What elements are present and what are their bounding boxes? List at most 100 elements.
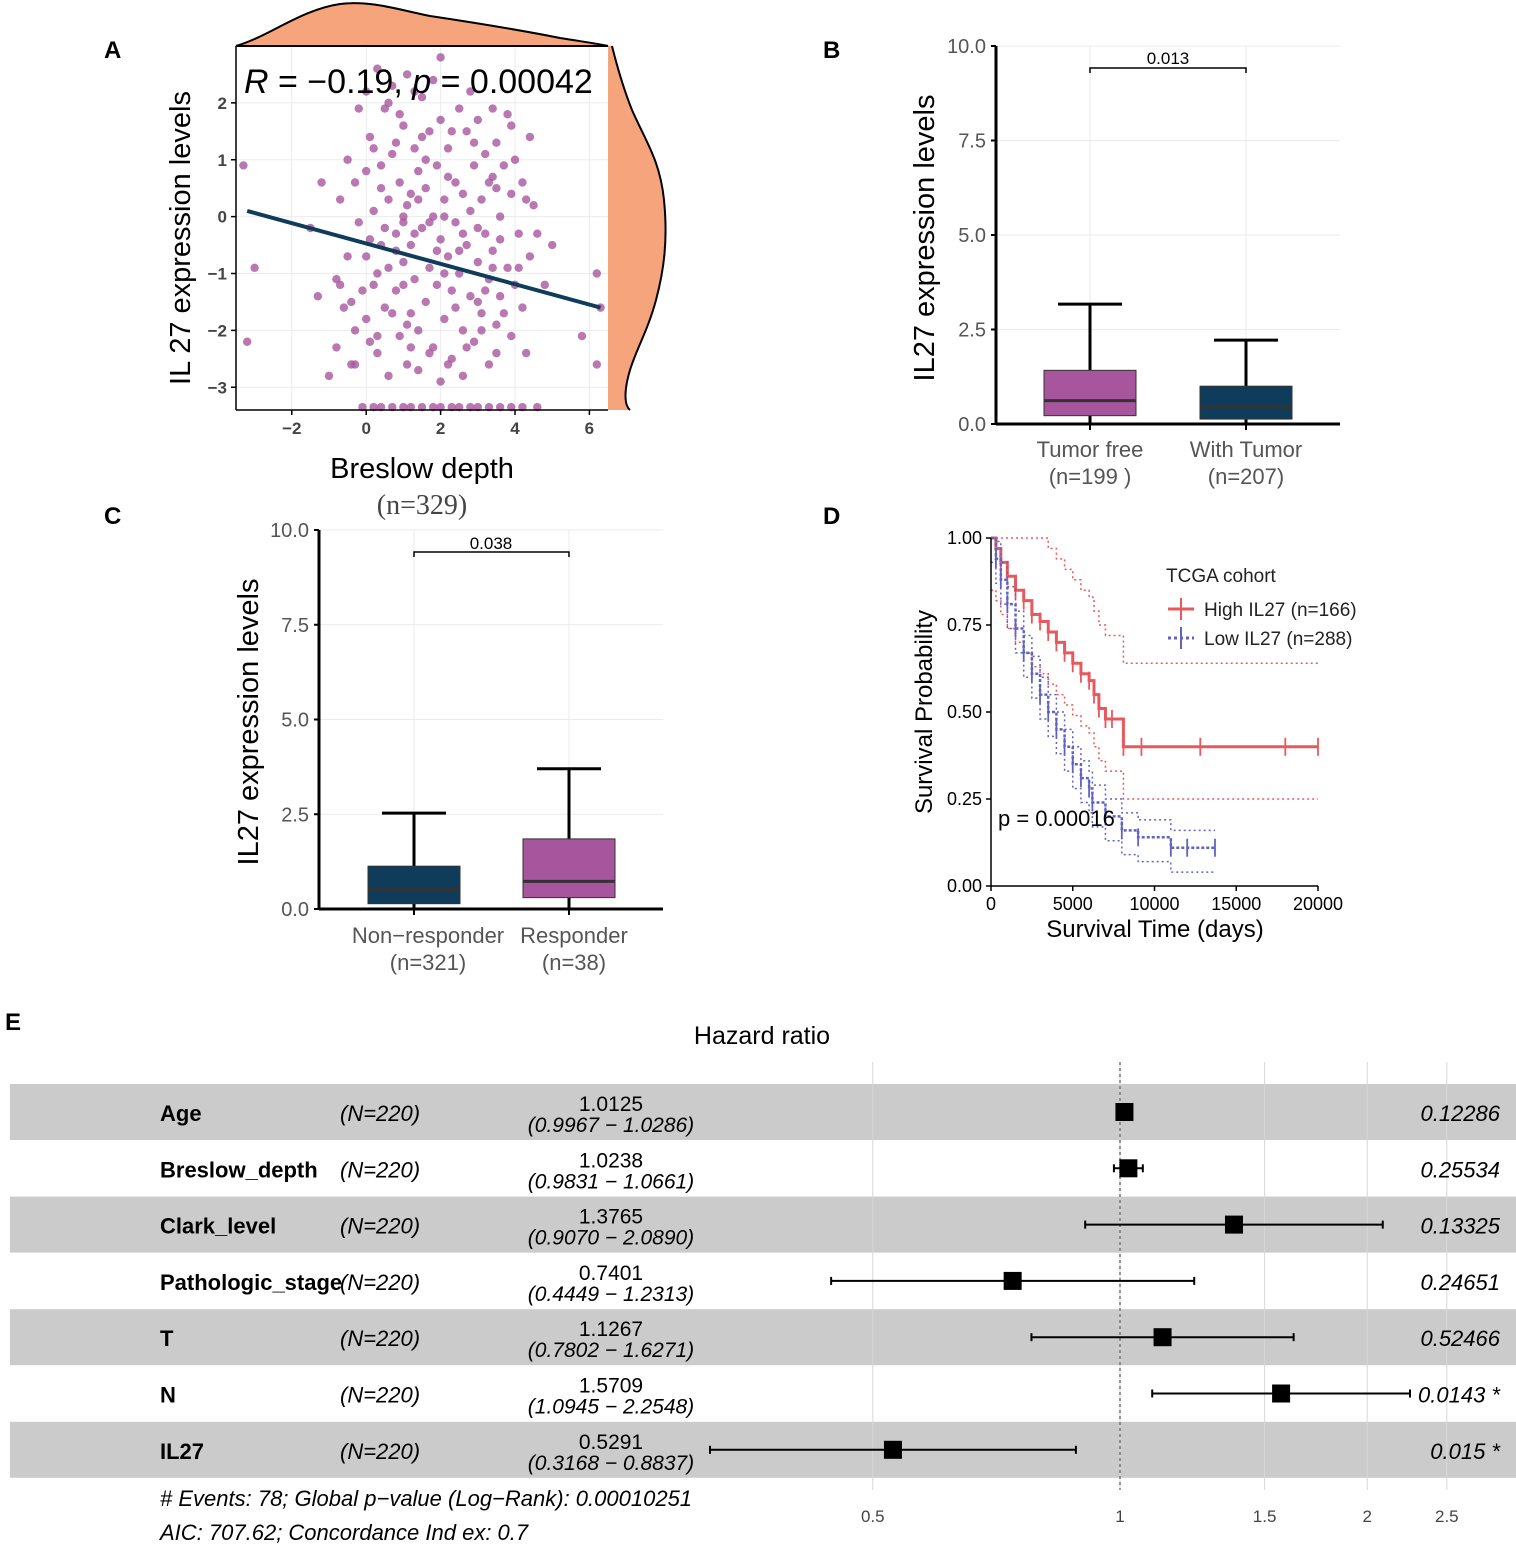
panel-e-ticks: 0.5 1 1.5 2 2.5 (861, 1507, 1459, 1526)
panel-e-row-point (1272, 1384, 1291, 1403)
panel-a-point (473, 257, 482, 267)
panel-a-point (399, 121, 408, 130)
panel-a-point (592, 360, 602, 369)
panel-a-point (335, 195, 345, 204)
panel-a-point (495, 212, 505, 221)
panel-a-point (384, 98, 393, 108)
panel-a-point (521, 348, 531, 358)
panel-e-row-name: Age (160, 1101, 202, 1126)
panel-a-ytick-label: 0 (218, 208, 227, 227)
panel-e-row-point (1153, 1328, 1172, 1347)
panel-a-point (417, 132, 427, 142)
panel-a-point (406, 343, 416, 352)
panel-e-row-hr: 1.5709 (579, 1375, 643, 1398)
panel-d-ytick-label: 0.50 (947, 702, 982, 722)
panel-c-group2-label: Responder (520, 923, 628, 948)
panel-a-point (432, 161, 442, 170)
panel-d-xtick-label: 15000 (1211, 894, 1261, 914)
panel-e-row-hr: 1.1267 (579, 1318, 643, 1341)
panel-a-point (529, 201, 538, 210)
panel-d-curve-1 (991, 536, 1215, 849)
panel-e-row-name: N (160, 1383, 176, 1408)
panel-e-row-n: (N=220) (340, 1383, 420, 1408)
panel-e-grid (872, 1062, 1448, 1490)
panel-a-point (365, 235, 375, 244)
panel-a-point (362, 314, 371, 324)
panel-b-boxes (1043, 302, 1293, 426)
panel-d-legend-low: Low IL27 (n=288) (1204, 629, 1352, 650)
panel-a-point (350, 326, 360, 335)
panel-b-ytick-label: 7.5 (958, 131, 986, 153)
panel-e-row-hr: 1.0238 (579, 1149, 643, 1172)
panel-label-e: E (5, 1009, 21, 1036)
panel-a-point (440, 195, 449, 204)
panel-c-group2-n: (n=38) (542, 950, 606, 975)
panel-e-xtick-label: 2.5 (1435, 1507, 1459, 1526)
panel-a-y-label: IL 27 expression levels (165, 91, 197, 385)
panel-a-point (548, 240, 557, 250)
panel-a-right-density (608, 46, 666, 410)
panel-a-point (466, 87, 475, 96)
panel-d-xtick-label: 0 (986, 894, 996, 914)
panel-a-point (402, 360, 412, 369)
panel-a-point (317, 178, 326, 187)
panel-label-c: C (104, 503, 121, 530)
panel-a-point (250, 263, 259, 273)
panel-a-point (440, 212, 449, 221)
panel-a-point (473, 297, 482, 307)
panel-e-row-ci: (0.3168 − 0.8837) (528, 1452, 694, 1475)
panel-a-points (239, 53, 605, 412)
panel-c-ytick-label: 7.5 (281, 615, 309, 637)
panel-c-y-label: IL27 expression levels (233, 579, 265, 866)
panel-a-point (518, 178, 527, 187)
panel-a-point (362, 252, 371, 261)
panel-label-d: D (823, 503, 840, 530)
panel-a-point (458, 229, 468, 238)
panel-e-row-n: (N=220) (340, 1157, 420, 1182)
panel-a-point (399, 257, 408, 267)
panel-a-point (469, 161, 479, 170)
panel-e-row-point (1119, 1159, 1138, 1178)
panel-a-point (362, 87, 371, 96)
panel-a-point (410, 274, 419, 284)
panel-a-point (410, 144, 419, 153)
panel-a-point (469, 138, 479, 147)
panel-a-xtick-label: −2 (282, 419, 301, 438)
panel-d-xtick-label: 5000 (1053, 894, 1093, 914)
panel-a-point (347, 297, 356, 307)
panel-a-point (414, 166, 423, 176)
panel-b-ytick-label: 5.0 (958, 225, 986, 247)
panel-e-row-band (10, 1084, 1516, 1140)
panel-a-point (391, 229, 401, 238)
panel-c-group1-label: Non−responder (352, 923, 504, 948)
panel-b-box (1199, 385, 1293, 420)
panel-e-row-n: (N=220) (340, 1101, 420, 1126)
panel-a-point (492, 138, 501, 147)
panel-a-point (332, 343, 341, 352)
panel-a-ytick-label: −2 (208, 321, 227, 340)
panel-a-point (443, 144, 453, 153)
panel-c-boxplot: 0.0 2.5 5.0 7.5 10.0 0.038 IL27 expression l… (233, 520, 663, 975)
panel-b-group2-n: (n=207) (1208, 464, 1284, 489)
panel-a-point (540, 280, 549, 290)
panel-a-point (466, 292, 475, 301)
panel-a-ytick-label: −1 (208, 265, 227, 284)
panel-e-row-point (1115, 1103, 1134, 1121)
panel-a-point (507, 331, 516, 341)
panel-e-row-pvalue: 0.12286 (1420, 1101, 1500, 1126)
panel-a-point (402, 320, 412, 329)
panel-a-point (440, 314, 449, 324)
panel-a-point (242, 337, 252, 346)
panel-a-ytick-label: −3 (208, 378, 227, 397)
panel-a-point (473, 223, 482, 233)
panel-e-row-hr: 0.5291 (579, 1431, 643, 1454)
panel-c-ytick-label: 2.5 (281, 804, 309, 826)
panel-a-point (373, 64, 382, 73)
panel-e-row-ci: (0.7802 − 1.6271) (528, 1339, 694, 1362)
panel-a-point (402, 201, 412, 210)
panel-d-survival: 0 5000 10000 15000 20000 0.00 0.25 0.50 0.75 1.00… (911, 528, 1357, 943)
panel-a-point (436, 377, 445, 386)
panel-a-ticks: −2 0 2 4 6 −3 −2 −1 0 1 2 (208, 94, 595, 438)
panel-a-xtick-label: 6 (585, 419, 594, 438)
